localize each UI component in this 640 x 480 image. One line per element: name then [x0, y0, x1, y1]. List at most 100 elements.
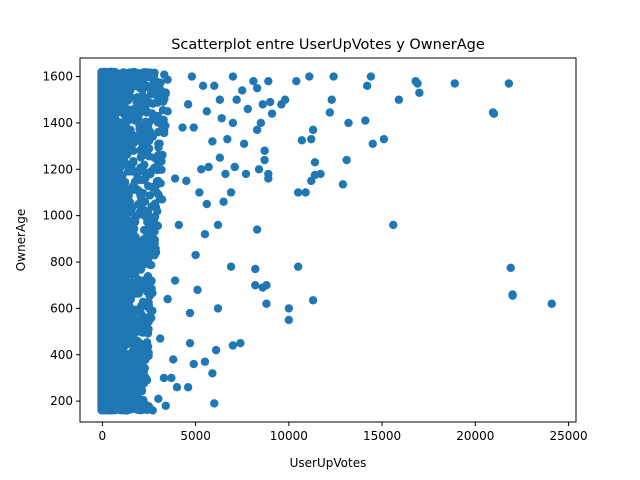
- scatter-point: [167, 373, 176, 383]
- scatter-point: [150, 239, 159, 248]
- scatter-point: [183, 383, 193, 392]
- dense-point: [131, 212, 140, 221]
- dense-point: [131, 81, 141, 90]
- dense-point: [141, 117, 150, 126]
- dense-point: [117, 290, 127, 300]
- dense-point: [141, 327, 151, 336]
- scatter-point: [161, 401, 170, 410]
- scatter-point: [361, 116, 370, 125]
- scatter-point: [488, 108, 498, 117]
- scatter-point: [344, 118, 353, 128]
- scatter-point: [252, 225, 262, 234]
- scatter-point: [185, 338, 195, 348]
- scatter-point: [292, 76, 301, 86]
- y-axis-title: OwnerAge: [14, 209, 28, 271]
- scatter-point: [366, 72, 376, 81]
- dense-point: [139, 366, 149, 375]
- scatter-point: [215, 95, 225, 104]
- dense-point: [145, 191, 155, 200]
- dense-point: [146, 276, 156, 285]
- dense-point: [115, 266, 124, 276]
- scatter-point: [217, 114, 226, 123]
- scatter-point: [200, 230, 210, 239]
- dense-point: [160, 70, 169, 79]
- dense-point: [124, 189, 133, 198]
- dense-point: [115, 123, 124, 132]
- scatter-point: [252, 125, 262, 135]
- scatter-point: [262, 299, 271, 308]
- scatter-point: [213, 304, 223, 313]
- dense-point: [126, 221, 135, 230]
- dense-point: [115, 333, 124, 343]
- x-tick-label: 20000: [456, 429, 494, 443]
- scatter-point: [204, 162, 213, 172]
- scatter-point: [223, 134, 232, 144]
- scatter-point: [264, 76, 273, 86]
- y-tick-label: 1200: [42, 162, 73, 176]
- scatter-point: [293, 262, 303, 271]
- dense-point: [120, 196, 129, 205]
- dense-point: [115, 164, 125, 173]
- scatter-point: [254, 165, 264, 174]
- dense-point: [146, 167, 155, 176]
- scatter-point: [241, 169, 251, 179]
- y-tick-label: 200: [50, 394, 73, 408]
- scatter-point: [379, 134, 389, 144]
- dense-point: [132, 404, 142, 414]
- dense-point: [132, 347, 142, 357]
- scatter-point: [267, 109, 277, 118]
- scatter-point: [547, 299, 556, 308]
- dense-point: [122, 284, 131, 293]
- dense-point: [114, 389, 124, 398]
- scatter-point: [327, 95, 336, 104]
- dense-point: [148, 250, 157, 259]
- dense-point: [117, 252, 126, 261]
- x-tick-label: 5000: [180, 429, 211, 443]
- scatter-point: [169, 355, 178, 364]
- y-axis: 200 400 600 800 1000 1200 1400 1600: [42, 70, 80, 408]
- scatter-point: [213, 220, 223, 230]
- scatter-point: [394, 95, 404, 104]
- scatter-point: [308, 125, 318, 135]
- dense-point: [116, 133, 126, 143]
- scatter-point: [221, 169, 230, 179]
- scatter-point: [211, 345, 221, 355]
- dense-point: [127, 363, 137, 373]
- dense-point: [115, 349, 124, 358]
- dense-point: [141, 212, 150, 221]
- scatter-point: [170, 276, 180, 285]
- scatter-point: [172, 383, 182, 392]
- dense-point: [122, 71, 131, 80]
- scatter-point: [325, 108, 335, 117]
- scatter-point: [450, 79, 459, 88]
- dense-point: [120, 400, 129, 410]
- y-tick-label: 800: [50, 255, 73, 269]
- dense-point: [119, 275, 129, 285]
- dense-point: [117, 361, 126, 371]
- dense-core: [97, 67, 120, 415]
- scatter-point: [308, 296, 318, 305]
- dense-point: [130, 270, 140, 279]
- dense-point: [133, 319, 142, 329]
- dense-point: [129, 289, 139, 298]
- dense-point: [118, 202, 127, 212]
- dense-point: [141, 150, 150, 159]
- dense-point: [150, 200, 160, 209]
- dense-point: [116, 218, 125, 228]
- dense-point: [156, 179, 165, 188]
- dense-point: [156, 157, 166, 166]
- scatter-point: [252, 83, 262, 93]
- scatter-point: [411, 76, 420, 86]
- dense-point: [121, 148, 130, 158]
- x-axis-title: UserUpVotes: [290, 456, 367, 470]
- scatter-point: [155, 334, 165, 343]
- scatter-point: [297, 136, 307, 145]
- dense-point: [123, 325, 133, 334]
- dense-point: [118, 237, 127, 246]
- dense-point: [142, 342, 151, 351]
- scatter-point: [264, 169, 273, 179]
- scatter-point: [154, 394, 163, 404]
- scatter-point: [293, 188, 303, 197]
- dense-point: [139, 259, 148, 269]
